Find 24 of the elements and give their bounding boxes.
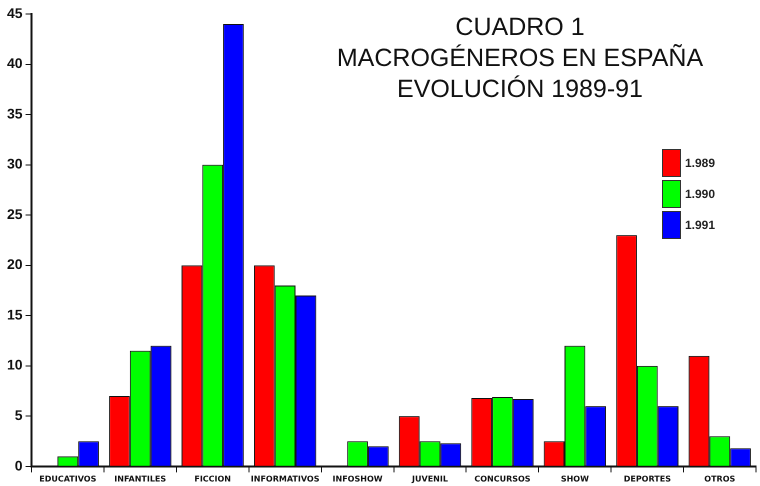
y-tick-label: 40	[6, 55, 23, 72]
y-tick-label: 45	[6, 4, 23, 21]
y-tick-label: 15	[6, 306, 23, 322]
x-tick-label: INFOSHOW	[332, 474, 383, 484]
legend-label: 1.990	[685, 186, 716, 200]
x-tick-label: DEPORTES	[624, 474, 672, 484]
y-tick-label: 10	[6, 356, 23, 373]
x-tick-label: EDUCATIVOS	[39, 474, 97, 484]
x-tick-label: OTROS	[704, 474, 736, 484]
x-tick-label: SHOW	[560, 474, 590, 484]
y-tick-label: 35	[6, 105, 23, 122]
x-tick-label: JUVENIL	[411, 474, 448, 484]
x-tick-label: CONCURSOS	[474, 474, 531, 484]
text: CUADRO 1 MACROGÉNEROS EN ESPAÑA EVOLUCIÓN 1989-91	[336, 12, 704, 105]
legend-label: 1.989	[685, 156, 716, 170]
x-tick-label: INFORMATIVOS	[250, 474, 320, 484]
x-tick-label: INFANTILES	[114, 474, 166, 484]
y-tick-label: 25	[6, 206, 23, 222]
y-tick-label: 5	[14, 406, 23, 423]
legend-label: 1.991	[685, 218, 716, 232]
y-tick-label: 20	[6, 256, 23, 272]
y-tick-label: 30	[6, 156, 23, 172]
x-tick-label: FICCION	[194, 474, 232, 484]
y-tick-label: 0	[14, 457, 23, 474]
